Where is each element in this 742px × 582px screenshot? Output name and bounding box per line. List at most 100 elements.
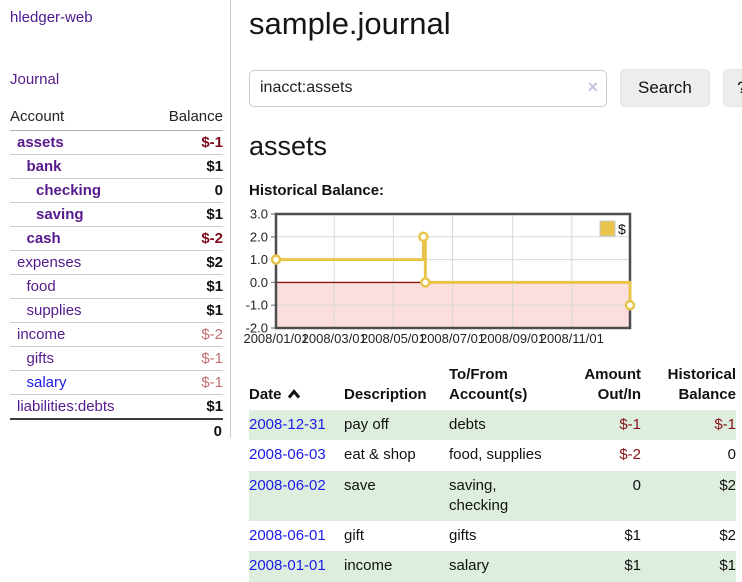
account-link-bank[interactable]: bank (26, 158, 62, 175)
register-row: 2008-01-01 income salary $1 $1 (249, 551, 736, 582)
column-header-accounts[interactable]: To/From Account(s) (449, 366, 528, 403)
register-description: gift (344, 527, 365, 544)
column-header-date[interactable]: Date (249, 365, 344, 410)
account-link-liabilities-debts[interactable]: liabilities:debts (17, 398, 115, 415)
account-link-expenses[interactable]: expenses (17, 254, 82, 271)
sort-ascending-icon (287, 388, 300, 398)
svg-text:2008/07/01: 2008/07/01 (420, 331, 485, 346)
register-amount: $1 (624, 557, 641, 575)
account-row: food $1 (10, 275, 223, 299)
account-row: expenses $2 (10, 251, 223, 275)
svg-text:2008/01/01: 2008/01/01 (243, 331, 308, 346)
register-balance: 0 (727, 446, 736, 464)
account-link-food[interactable]: food (26, 278, 56, 295)
register-row: 2008-06-02 save saving, checking 0 $2 (249, 470, 736, 522)
account-balance: $1 (206, 158, 223, 175)
register-balance: $2 (719, 476, 736, 494)
account-balance: $-1 (201, 134, 223, 151)
register-description: save (344, 476, 376, 494)
svg-text:2008/09/01: 2008/09/01 (480, 331, 545, 346)
register-date-link[interactable]: 2008-12-31 (249, 416, 326, 433)
register-date-cell: 2008-06-03 (249, 440, 344, 470)
register-accounts: saving, checking (449, 476, 509, 514)
register-date-link[interactable]: 2008-06-03 (249, 446, 326, 464)
account-row: income $-2 (10, 323, 223, 347)
search-button[interactable]: Search (620, 69, 710, 107)
account-balance: $2 (206, 254, 223, 271)
sidebar-item-journal[interactable]: Journal (10, 71, 60, 88)
chart-title: Historical Balance: (249, 182, 385, 199)
accounts-header-account: Account (10, 108, 65, 125)
help-button[interactable]: ? (722, 69, 742, 107)
register-description: income (344, 557, 393, 575)
register-date-link[interactable]: 2008-06-02 (249, 476, 326, 494)
account-row: assets $-1 (10, 131, 223, 155)
account-balance: $1 (206, 302, 223, 319)
svg-text:$: $ (618, 221, 626, 237)
account-link-salary[interactable]: salary (26, 374, 67, 391)
register-accounts: food, supplies (449, 446, 542, 464)
account-link-assets[interactable]: assets (17, 134, 64, 151)
svg-text:2008/03/01: 2008/03/01 (302, 331, 367, 346)
clear-search-icon[interactable]: × (587, 76, 598, 97)
accounts-total: 0 (10, 418, 223, 440)
register-date-cell: 2008-01-01 (249, 551, 344, 581)
account-balance: $-1 (201, 350, 223, 367)
column-header-balance[interactable]: Historical Balance (667, 366, 736, 403)
account-row: gifts $-1 (10, 347, 223, 371)
accounts-header-balance: Balance (168, 108, 223, 125)
register-date-link[interactable]: 2008-06-01 (249, 527, 326, 544)
register-amount: $-2 (619, 446, 641, 464)
account-balance: $1 (206, 398, 223, 415)
search-bar: × Search ? (249, 69, 742, 107)
account-balance: $1 (206, 278, 223, 295)
register-date-cell: 2008-06-02 (249, 471, 344, 522)
register-description: pay off (344, 416, 389, 433)
register-date-cell: 2008-12-31 (249, 410, 344, 440)
register-balance: $1 (719, 557, 736, 575)
register-table-body: 2008-12-31 pay off debts $-1 $-1 2008-06-03 ea… (249, 410, 736, 582)
account-balance: $1 (206, 206, 223, 223)
svg-text:1.0: 1.0 (250, 252, 268, 267)
account-balance: $-2 (201, 230, 223, 247)
brand-link[interactable]: hledger-web (10, 9, 93, 26)
register-balance: $-1 (714, 416, 736, 433)
register-row: 2008-06-03 eat & shop food, supplies $-2 0 (249, 440, 736, 470)
register-table-head: Date Description To/From Account(s) Amou… (249, 365, 736, 410)
svg-text:2.0: 2.0 (250, 229, 268, 244)
register-table: Date Description To/From Account(s) Amou… (249, 365, 736, 582)
register-accounts: gifts (449, 527, 477, 544)
account-balance: 0 (214, 182, 223, 199)
account-heading: assets (249, 131, 328, 161)
account-row: salary $-1 (10, 371, 223, 395)
register-accounts: salary (449, 557, 490, 575)
historical-balance-chart: 3.0 2.0 1.0 0.0 -1.0 -2.02008/01/012008/03/01… (243, 207, 636, 346)
column-header-date-label: Date (249, 385, 282, 403)
svg-text:0.0: 0.0 (250, 275, 268, 290)
column-header-amount[interactable]: Amount Out/In (584, 366, 641, 403)
svg-text:3.0: 3.0 (250, 207, 268, 222)
accounts-table-header: Account Balance (10, 108, 223, 131)
svg-text:-1.0: -1.0 (246, 298, 268, 313)
register-date-link[interactable]: 2008-01-01 (249, 557, 326, 575)
account-link-gifts[interactable]: gifts (26, 350, 55, 367)
register-row: 2008-06-01 gift gifts $1 $2 (249, 521, 736, 551)
search-box: × (249, 69, 607, 107)
sidebar: hledger-web Journal Account Balance asse… (0, 0, 231, 440)
register-row: 2008-12-31 pay off debts $-1 $-1 (249, 410, 736, 441)
column-header-description[interactable]: Description (344, 385, 427, 403)
search-input[interactable] (249, 69, 607, 107)
register-description: eat & shop (344, 446, 416, 464)
account-link-saving[interactable]: saving (36, 206, 84, 223)
svg-text:2008/11/01: 2008/11/01 (540, 331, 604, 346)
svg-text:2008/05/01: 2008/05/01 (361, 331, 426, 346)
account-link-income[interactable]: income (17, 326, 66, 343)
account-link-cash[interactable]: cash (26, 230, 61, 247)
account-link-supplies[interactable]: supplies (26, 302, 82, 319)
register-amount: $1 (624, 527, 641, 544)
account-link-checking[interactable]: checking (36, 182, 102, 199)
account-row: supplies $1 (10, 299, 223, 323)
account-row: liabilities:debts $1 (10, 395, 223, 418)
register-accounts: debts (449, 416, 486, 433)
